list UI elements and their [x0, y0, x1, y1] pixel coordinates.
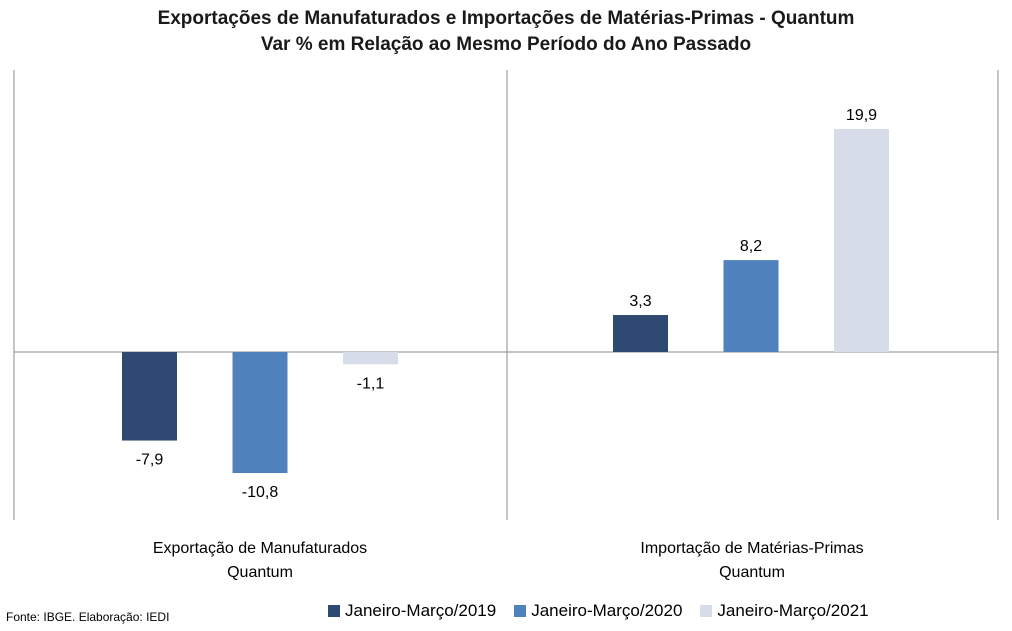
legend-swatch [514, 605, 527, 617]
bar [232, 352, 288, 474]
chart-title-block: Exportações de Manufaturados e Importaçõ… [0, 6, 1012, 58]
legend-label: Janeiro-Março/2020 [531, 601, 683, 620]
data-label: 8,2 [740, 238, 762, 255]
bar [834, 129, 889, 352]
legend-item-2019: Janeiro-Março/2019 [328, 601, 496, 621]
source-note: Fonte: IBGE. Elaboração: IEDI [6, 610, 170, 624]
legend-label: Janeiro-Março/2019 [345, 601, 497, 620]
data-label: -7,9 [136, 452, 164, 469]
legend-item-2021: Janeiro-Março/2021 [700, 601, 869, 621]
legend: Janeiro-Março/2019 Janeiro-Março/2020 Ja… [328, 601, 887, 621]
bar [613, 315, 668, 352]
bar [343, 352, 398, 365]
legend-swatch [328, 605, 340, 617]
legend-item-2020: Janeiro-Março/2020 [514, 601, 682, 621]
chart-title: Exportações de Manufaturados e Importaçõ… [157, 8, 855, 29]
category-label-line: Importação de Matérias-Primas [640, 540, 864, 557]
data-label: 3,3 [629, 293, 651, 310]
category-label-line: Exportação de Manufaturados [152, 540, 368, 557]
chart-subtitle: Var % em Relação ao Mesmo Período do Ano… [260, 34, 752, 55]
category-label-exports: Exportação de Manufaturados Quantum [60, 537, 460, 585]
legend-label: Janeiro-Março/2021 [717, 601, 869, 620]
legend-swatch [700, 605, 713, 617]
bar [723, 260, 779, 352]
category-label-line: Quantum [227, 564, 293, 581]
category-label-imports: Importação de Matérias-Primas Quantum [552, 537, 952, 585]
data-label: 19,9 [846, 107, 877, 124]
bar [122, 352, 177, 441]
data-label: -10,8 [242, 484, 279, 501]
data-label: -1,1 [357, 375, 385, 392]
category-label-line: Quantum [719, 564, 785, 581]
